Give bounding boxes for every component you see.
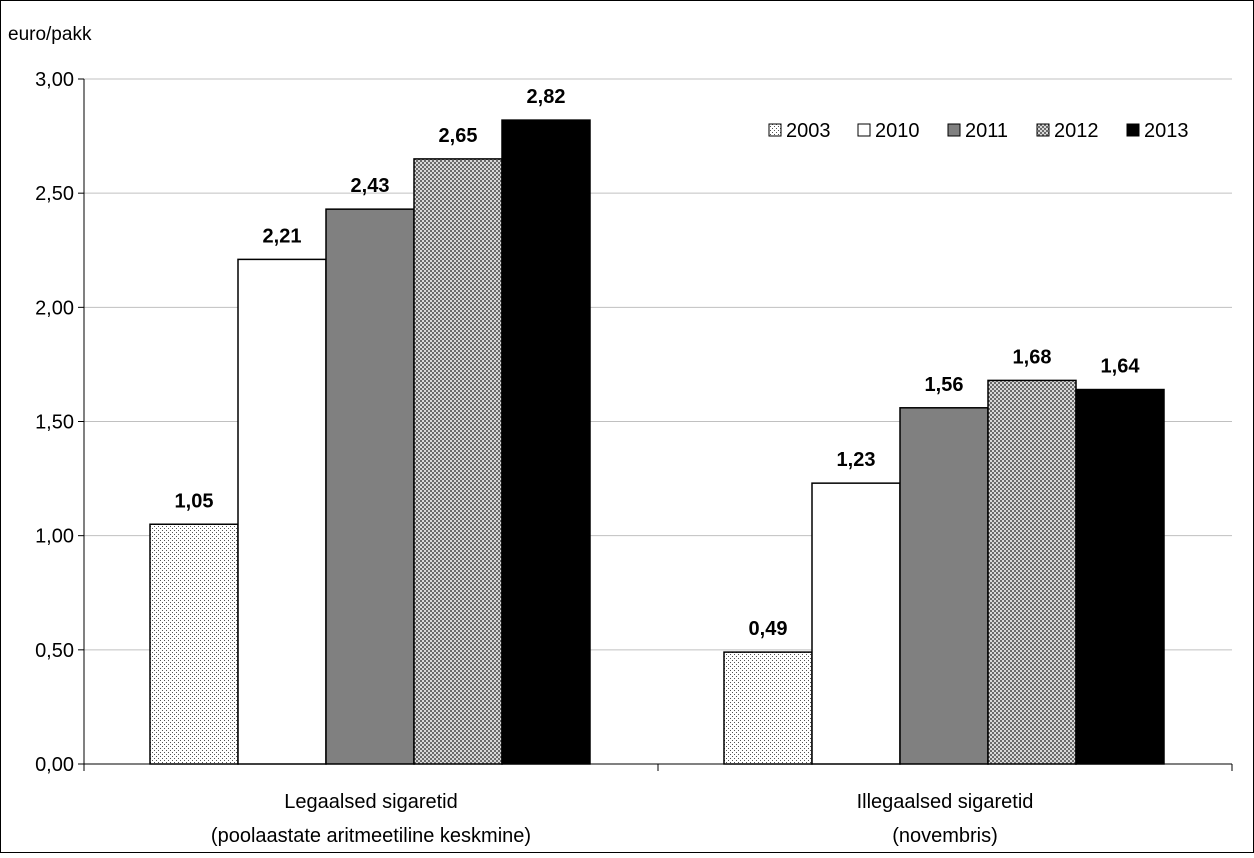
data-label: 1,23 bbox=[837, 449, 876, 471]
y-tick-label: 1,50 bbox=[35, 412, 74, 434]
data-label: 1,68 bbox=[1013, 346, 1052, 368]
data-label: 2,82 bbox=[527, 86, 566, 108]
data-label: 1,05 bbox=[175, 490, 214, 512]
legend-label: 2012 bbox=[1054, 120, 1099, 142]
bar-2012 bbox=[413, 158, 503, 765]
bar-2010 bbox=[237, 258, 327, 765]
legend-swatch-2010 bbox=[857, 123, 871, 137]
data-label: 2,21 bbox=[263, 225, 302, 247]
x-category-label: (novembris) bbox=[892, 825, 998, 847]
legend-swatch-2012 bbox=[1036, 123, 1050, 137]
y-tick-label: 3,00 bbox=[35, 69, 74, 91]
y-tick-label: 0,50 bbox=[35, 640, 74, 662]
bar-2010 bbox=[811, 482, 901, 765]
legend-swatch-2011 bbox=[947, 123, 961, 137]
bar-2013 bbox=[1075, 388, 1165, 765]
x-category-label: Legaalsed sigaretid bbox=[284, 791, 457, 813]
bar-2013 bbox=[501, 119, 591, 765]
x-category-label: (poolaastate aritmeetiline keskmine) bbox=[211, 825, 531, 847]
legend-label: 2003 bbox=[786, 120, 831, 142]
legend-swatch-2013 bbox=[1126, 123, 1140, 137]
data-label: 1,64 bbox=[1101, 356, 1141, 378]
x-category-label: Illegaalsed sigaretid bbox=[857, 791, 1034, 813]
legend-label: 2010 bbox=[875, 120, 920, 142]
legend-swatch-2003 bbox=[768, 123, 782, 137]
y-tick-label: 1,00 bbox=[35, 526, 74, 548]
y-tick-label: 2,50 bbox=[35, 183, 74, 205]
bar-2011 bbox=[325, 208, 415, 765]
legend-label: 2011 bbox=[965, 120, 1008, 142]
data-label: 2,65 bbox=[439, 125, 478, 147]
bar-2003 bbox=[149, 523, 239, 765]
y-axis-unit-label: euro/pakk bbox=[8, 24, 92, 45]
data-label: 2,43 bbox=[351, 175, 390, 197]
data-label: 0,49 bbox=[749, 618, 788, 640]
bar-2003 bbox=[723, 651, 813, 765]
bar-2012 bbox=[987, 379, 1077, 765]
bar-2011 bbox=[899, 407, 989, 765]
y-tick-label: 2,00 bbox=[35, 297, 74, 319]
legend-label: 2013 bbox=[1144, 120, 1189, 142]
y-tick-label: 0,00 bbox=[35, 754, 74, 776]
data-label: 1,56 bbox=[925, 374, 964, 396]
